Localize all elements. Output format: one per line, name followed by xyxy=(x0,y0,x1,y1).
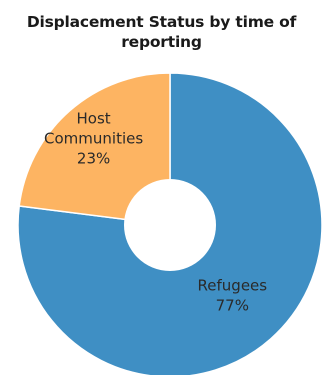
slice-label-host-communities: Host Communities 23% xyxy=(44,109,143,167)
slice-name-label: Communities xyxy=(44,129,143,147)
slice-host-communities xyxy=(18,72,171,226)
slice-name-label: Host xyxy=(77,109,111,127)
chart-title-line-2: reporting xyxy=(121,33,202,51)
slice-name-label: Refugees xyxy=(198,277,268,295)
chart-title: Displacement Status by time of reporting xyxy=(0,12,323,52)
slice-label-refugees: Refugees 77% xyxy=(198,277,268,315)
chart-title-line-1: Displacement Status by time of xyxy=(26,13,297,31)
slice-labels: Refugees 77% Host Communities 23% xyxy=(44,109,267,314)
donut-slices xyxy=(17,72,323,375)
slice-refugees xyxy=(17,72,323,375)
slice-value-label: 77% xyxy=(216,297,249,315)
slice-value-label: 23% xyxy=(77,149,110,167)
donut-hole xyxy=(124,179,216,271)
